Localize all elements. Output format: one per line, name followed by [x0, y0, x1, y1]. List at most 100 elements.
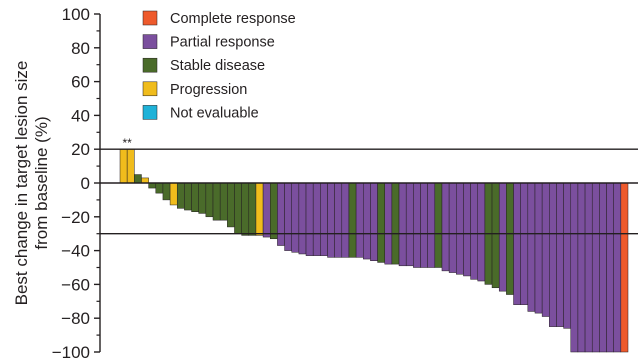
bar: [155, 182, 164, 194]
y-tick-label: 60: [71, 73, 90, 92]
bar: [270, 182, 278, 240]
bar: [448, 182, 457, 273]
bar: [413, 182, 421, 268]
y-axis-title-line-1: Best change in target lesion size: [12, 61, 31, 306]
bar: [262, 182, 271, 238]
bar: [384, 182, 393, 265]
bar: [556, 182, 564, 327]
bar: [212, 182, 221, 221]
bar: [563, 182, 572, 329]
bar: [527, 182, 536, 312]
bar: [420, 182, 428, 268]
bar: [427, 182, 436, 268]
y-tick-label: −40: [61, 242, 90, 261]
bar: [498, 182, 507, 292]
reference-lines: [100, 148, 638, 235]
bar: [327, 182, 335, 258]
bar: [312, 182, 321, 256]
legend-swatch: [142, 81, 158, 97]
bar: [549, 182, 557, 327]
bar: [169, 182, 178, 206]
bar: [205, 182, 214, 218]
bar: [348, 182, 357, 258]
bar: [391, 182, 400, 265]
bar: [227, 182, 235, 228]
legend: Complete response Partial response Stable …: [142, 10, 296, 121]
bar: [298, 182, 307, 255]
bar: [176, 182, 185, 209]
legend-label: Not evaluable: [170, 105, 259, 121]
y-tick-label: −80: [61, 309, 90, 328]
bar: [363, 182, 371, 260]
bar-series: [119, 148, 629, 353]
y-tick-label: −20: [61, 208, 90, 227]
legend-swatch: [142, 105, 158, 120]
bar: [126, 148, 135, 184]
significance-annotation: **: [122, 136, 132, 150]
bar: [277, 182, 285, 246]
bar: [219, 182, 228, 221]
bar: [456, 182, 464, 275]
bar: [162, 182, 171, 201]
legend-swatch: [142, 57, 158, 73]
bar: [463, 182, 471, 277]
bar: [234, 182, 242, 234]
bar: [284, 182, 292, 251]
bar: [241, 182, 250, 236]
bar: [248, 182, 257, 236]
bar: [441, 182, 450, 272]
bar: [613, 182, 622, 353]
bar: [377, 182, 385, 263]
y-axis: 100 80 60 40 20 0 −20 −40 −60 −80 −100: [52, 5, 101, 362]
bar: [541, 182, 550, 317]
bar: [477, 182, 486, 282]
y-tick-label: 20: [71, 140, 90, 159]
legend-label: Progression: [170, 82, 247, 98]
bar: [570, 182, 579, 353]
bar: [591, 182, 600, 353]
bar: [584, 182, 593, 353]
y-tick-label: 0: [81, 174, 90, 193]
bar: [141, 177, 149, 184]
bar: [491, 182, 500, 289]
bar: [370, 182, 378, 261]
y-tick-label: −60: [61, 275, 90, 294]
bar: [606, 182, 614, 353]
bar: [134, 174, 142, 184]
bar: [320, 182, 328, 256]
y-axis-title-line-2: from baseline (%): [32, 116, 51, 249]
bar: [506, 182, 514, 295]
legend-swatch: [142, 34, 158, 49]
bar: [191, 182, 199, 212]
legend-label: Complete response: [170, 11, 296, 27]
bar: [513, 182, 521, 305]
bar: [434, 182, 443, 268]
y-axis-title: Best change in target lesion size from b…: [12, 61, 51, 306]
bar: [577, 182, 586, 353]
bar: [405, 182, 414, 267]
y-tick-label: 80: [71, 39, 90, 58]
bar: [184, 182, 192, 211]
bar: [470, 182, 478, 280]
legend-label: Stable disease: [170, 58, 265, 74]
bar: [334, 182, 343, 258]
bar: [520, 182, 529, 305]
y-tick-label: 100: [62, 5, 90, 24]
bar: [255, 182, 264, 236]
legend-label: Partial response: [170, 35, 275, 51]
bar: [599, 182, 607, 353]
bar: [291, 182, 300, 253]
bar: [198, 182, 207, 214]
bar: [534, 182, 543, 314]
bar: [305, 182, 314, 256]
bar: [398, 182, 407, 267]
y-tick-label: 40: [71, 106, 90, 125]
bar: [119, 148, 128, 184]
legend-swatch: [142, 10, 158, 26]
bar: [148, 182, 157, 189]
bar: [355, 182, 364, 258]
y-tick-label: −100: [52, 343, 90, 362]
bar: [341, 182, 350, 258]
bar: [620, 182, 629, 353]
